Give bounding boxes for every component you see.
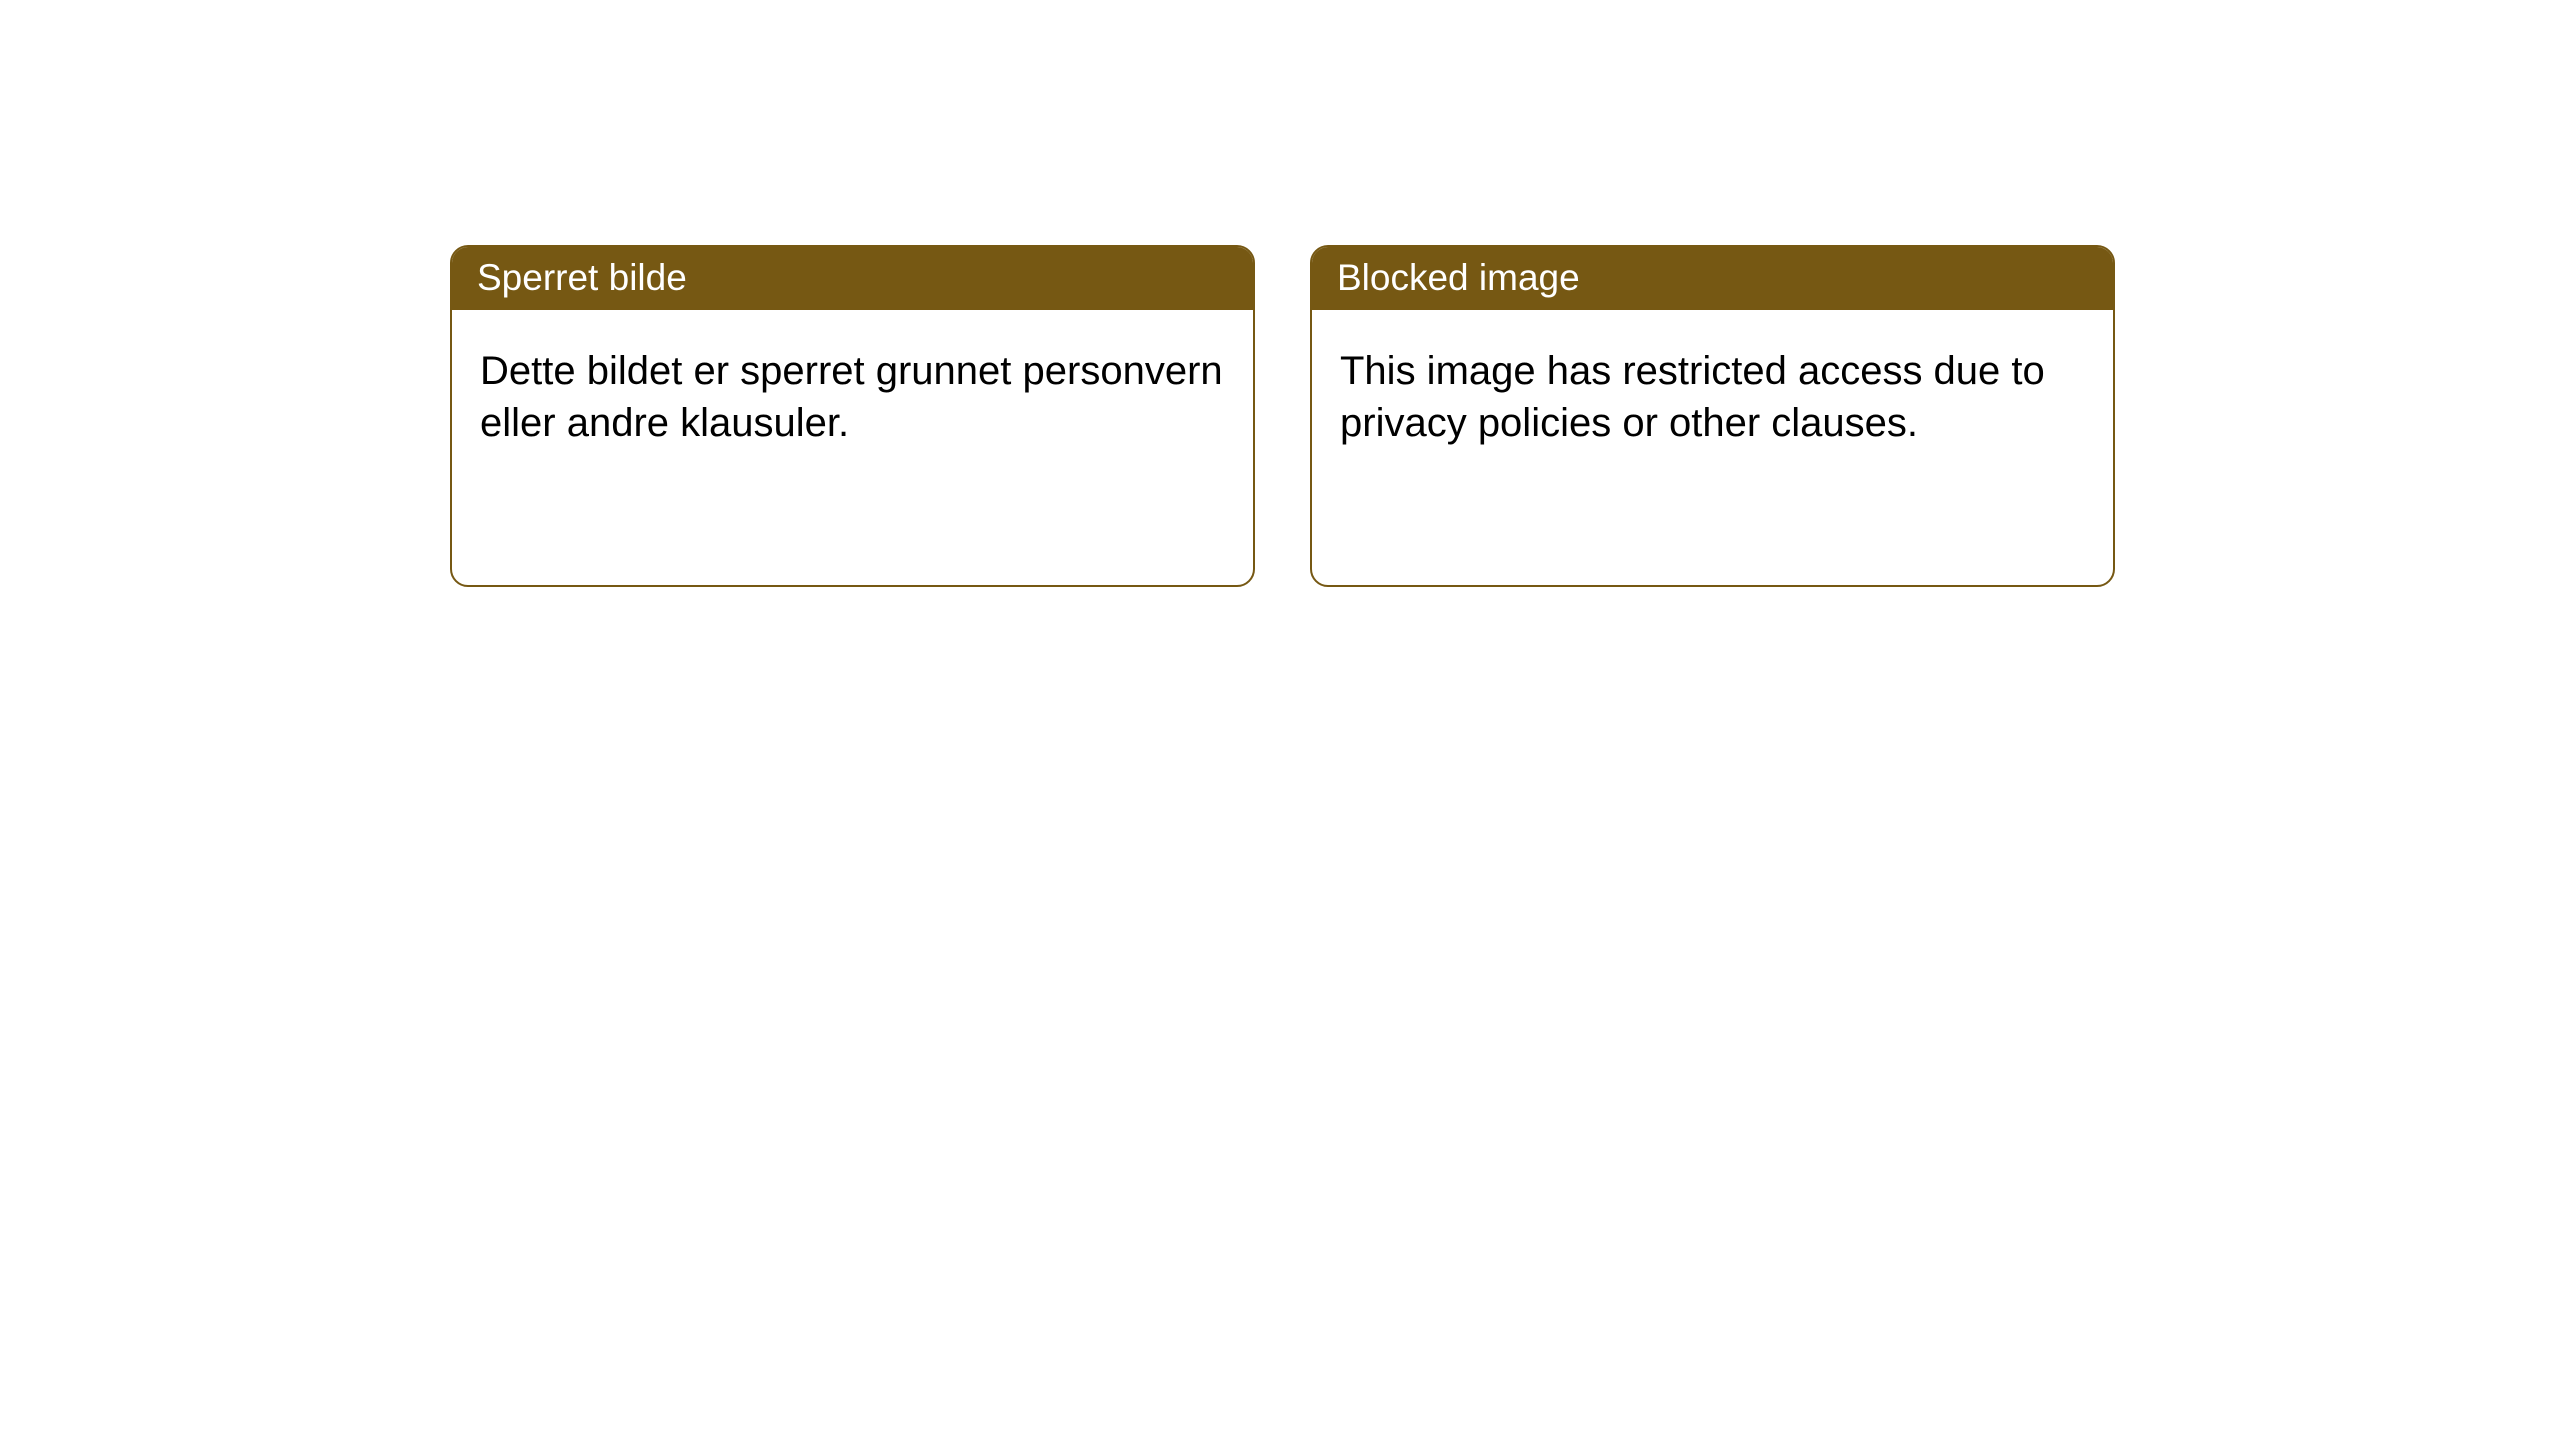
notice-body-norwegian: Dette bildet er sperret grunnet personve…: [452, 310, 1253, 585]
notice-card-norwegian: Sperret bilde Dette bildet er sperret gr…: [450, 245, 1255, 587]
notice-title-english: Blocked image: [1312, 247, 2113, 310]
notice-text-norwegian: Dette bildet er sperret grunnet personve…: [480, 345, 1225, 449]
notice-text-english: This image has restricted access due to …: [1340, 345, 2085, 449]
notice-body-english: This image has restricted access due to …: [1312, 310, 2113, 585]
notice-card-english: Blocked image This image has restricted …: [1310, 245, 2115, 587]
notice-container: Sperret bilde Dette bildet er sperret gr…: [450, 245, 2115, 587]
notice-title-norwegian: Sperret bilde: [452, 247, 1253, 310]
